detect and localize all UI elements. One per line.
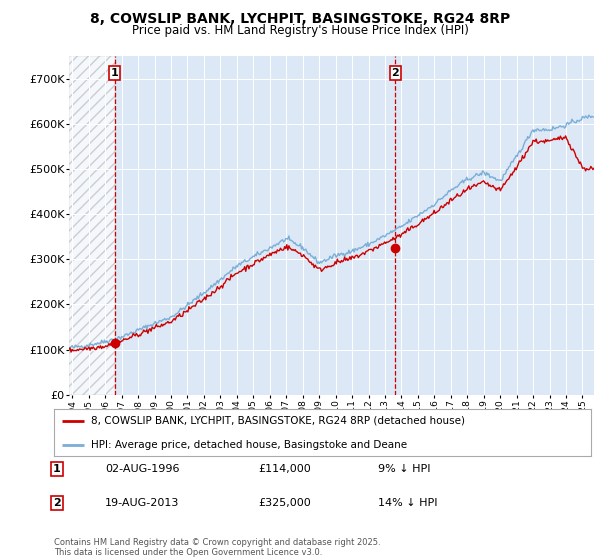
Text: 9% ↓ HPI: 9% ↓ HPI xyxy=(378,464,431,474)
Bar xyxy=(69,56,115,395)
Text: 1: 1 xyxy=(111,68,119,78)
Text: 19-AUG-2013: 19-AUG-2013 xyxy=(105,498,179,508)
Text: Contains HM Land Registry data © Crown copyright and database right 2025.
This d: Contains HM Land Registry data © Crown c… xyxy=(54,538,380,557)
Text: HPI: Average price, detached house, Basingstoke and Deane: HPI: Average price, detached house, Basi… xyxy=(91,440,407,450)
Text: 02-AUG-1996: 02-AUG-1996 xyxy=(105,464,179,474)
Text: 8, COWSLIP BANK, LYCHPIT, BASINGSTOKE, RG24 8RP: 8, COWSLIP BANK, LYCHPIT, BASINGSTOKE, R… xyxy=(90,12,510,26)
Text: 8, COWSLIP BANK, LYCHPIT, BASINGSTOKE, RG24 8RP (detached house): 8, COWSLIP BANK, LYCHPIT, BASINGSTOKE, R… xyxy=(91,416,464,426)
Text: 2: 2 xyxy=(391,68,399,78)
Text: 14% ↓ HPI: 14% ↓ HPI xyxy=(378,498,437,508)
Text: 2: 2 xyxy=(53,498,61,508)
Text: £325,000: £325,000 xyxy=(258,498,311,508)
Text: 1: 1 xyxy=(53,464,61,474)
Text: Price paid vs. HM Land Registry's House Price Index (HPI): Price paid vs. HM Land Registry's House … xyxy=(131,24,469,36)
Text: £114,000: £114,000 xyxy=(258,464,311,474)
